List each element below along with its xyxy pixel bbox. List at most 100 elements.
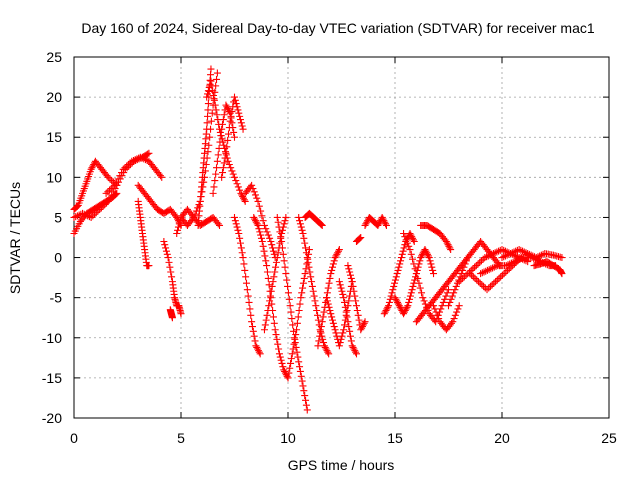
data-point (375, 220, 383, 228)
y-tick-label: 20 (46, 89, 62, 105)
data-point (416, 257, 424, 265)
data-point (238, 122, 246, 130)
data-point (92, 209, 100, 217)
data-point (289, 321, 297, 329)
data-point (317, 220, 325, 228)
series-arc26 (344, 262, 369, 334)
data-point (408, 233, 416, 241)
data-point (233, 103, 241, 111)
data-point (387, 292, 395, 300)
data-point (379, 215, 387, 223)
data-point (91, 210, 99, 218)
data-point (392, 273, 400, 281)
data-point (288, 350, 296, 358)
data-point (70, 213, 78, 221)
data-point (227, 112, 235, 120)
data-point (382, 220, 390, 228)
data-point (353, 307, 361, 315)
data-point (106, 186, 114, 194)
data-point (266, 234, 274, 242)
data-point (258, 212, 266, 220)
data-point (420, 297, 428, 305)
series-arc36 (455, 246, 532, 286)
x-tick-label: 15 (387, 430, 403, 446)
data-point (350, 287, 358, 295)
data-point (484, 252, 492, 260)
data-point (516, 255, 524, 263)
data-point (329, 263, 337, 271)
data-point (213, 164, 221, 172)
data-point (517, 246, 525, 254)
data-point (325, 279, 333, 287)
data-point (497, 273, 505, 281)
data-point (474, 260, 482, 268)
y-tick-label: -15 (42, 370, 62, 386)
data-point (482, 267, 490, 275)
series-arc38 (477, 254, 559, 278)
data-point (380, 310, 388, 318)
data-point (462, 257, 470, 265)
data-point (442, 292, 450, 300)
data-point (298, 289, 306, 297)
data-point (291, 335, 299, 343)
data-point (301, 239, 309, 247)
data-point (314, 316, 322, 324)
data-point (224, 157, 232, 165)
data-point (251, 191, 259, 199)
data-point (437, 305, 445, 313)
data-point (489, 250, 497, 258)
data-point (265, 302, 273, 310)
data-point (237, 244, 245, 252)
data-point (94, 207, 102, 215)
data-point (442, 238, 450, 246)
data-point (262, 316, 270, 324)
data-point (363, 218, 371, 226)
data-point (381, 308, 389, 316)
data-point (332, 329, 340, 337)
data-point (250, 213, 258, 221)
data-point (447, 295, 455, 303)
data-point (485, 266, 493, 274)
y-tick-label: 0 (54, 250, 62, 266)
data-point (244, 292, 252, 300)
data-point (254, 221, 262, 229)
data-point (210, 96, 218, 104)
data-point (283, 276, 291, 284)
data-point (374, 221, 382, 229)
data-point (393, 270, 401, 278)
data-point (190, 213, 198, 221)
data-point (391, 279, 399, 287)
data-point (214, 220, 222, 228)
data-point (486, 282, 494, 290)
data-point (280, 257, 288, 265)
plot-frame (73, 56, 610, 419)
data-point (275, 223, 283, 231)
data-point (347, 337, 355, 345)
data-point (274, 249, 282, 257)
data-point (483, 286, 491, 294)
data-point (278, 229, 286, 237)
data-point (248, 323, 256, 331)
data-point (519, 247, 527, 255)
data-point (389, 286, 397, 294)
data-point (445, 302, 452, 310)
data-point (267, 238, 275, 246)
data-point (214, 151, 222, 159)
data-point (344, 318, 352, 326)
data-point (384, 303, 392, 311)
x-tick-label: 25 (601, 430, 617, 446)
data-point (204, 90, 212, 98)
data-point (223, 143, 231, 151)
data-point (338, 287, 346, 295)
data-point (506, 260, 514, 268)
data-point (450, 289, 458, 297)
data-point (410, 260, 418, 268)
data-point (234, 106, 242, 114)
data-point (391, 294, 399, 302)
data-point (266, 292, 274, 300)
data-point (385, 298, 393, 306)
data-point (401, 233, 409, 241)
data-point (211, 177, 219, 185)
data-point (228, 108, 236, 116)
data-point (300, 387, 308, 395)
